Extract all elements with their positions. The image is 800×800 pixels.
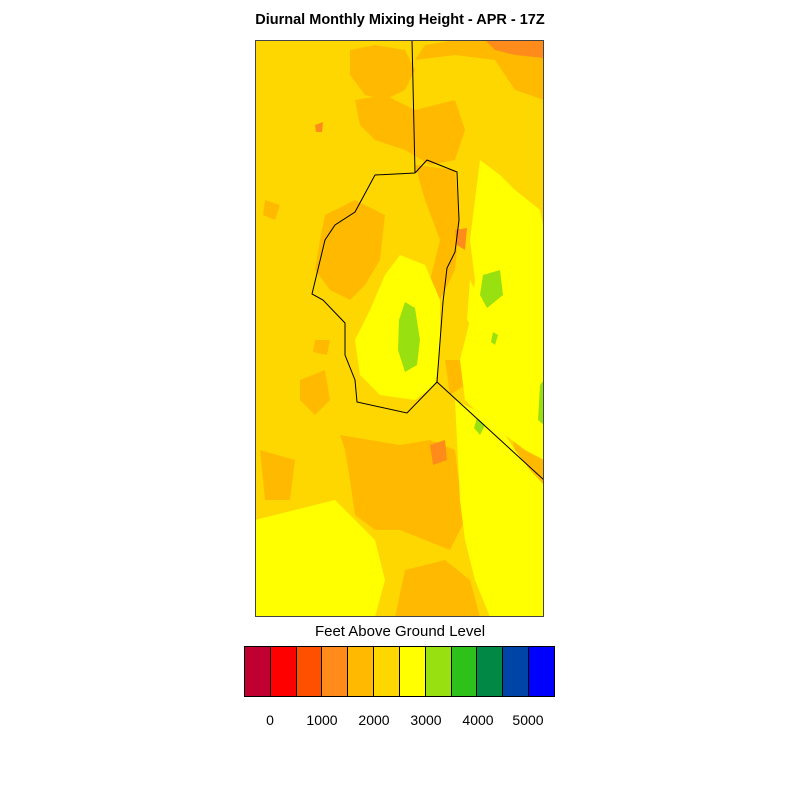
colorbar-tick-label: 3000 [410, 712, 442, 728]
legend-title: Feet Above Ground Level [314, 623, 486, 640]
contour-map-svg [255, 40, 544, 617]
colorbar-swatch-11 [529, 647, 554, 696]
colorbar-swatch-0 [245, 647, 271, 696]
colorbar-swatch-9 [477, 647, 504, 696]
contour-level-1000 [315, 40, 544, 465]
contour-level-3500 [398, 270, 544, 435]
colorbar-swatch-4 [348, 647, 375, 696]
colorbar-swatch-2 [296, 647, 323, 696]
colorbar-tick-labels: 0 1000 2000 3000 4000 5000 [0, 712, 800, 732]
colorbar-swatch-3 [322, 647, 349, 696]
chart-title: Diurnal Monthly Mixing Height - APR - 17… [255, 12, 545, 28]
contour-level-2500 [255, 160, 544, 617]
colorbar-swatch-5 [374, 647, 400, 696]
boundary-lines [311, 40, 544, 481]
colorbar-tick-label: 4000 [462, 712, 494, 728]
colorbar-swatch-1 [270, 647, 297, 696]
colorbar [244, 646, 555, 697]
colorbar-tick-label: 0 [266, 712, 274, 728]
colorbar-tick-label: 1000 [306, 712, 338, 728]
mixing-height-map [255, 40, 544, 617]
colorbar-swatch-7 [425, 647, 452, 696]
colorbar-swatch-10 [503, 647, 530, 696]
colorbar-swatch-8 [451, 647, 478, 696]
colorbar-tick-label: 2000 [358, 712, 390, 728]
colorbar-tick-label: 5000 [512, 712, 544, 728]
colorbar-swatch-6 [399, 647, 426, 696]
